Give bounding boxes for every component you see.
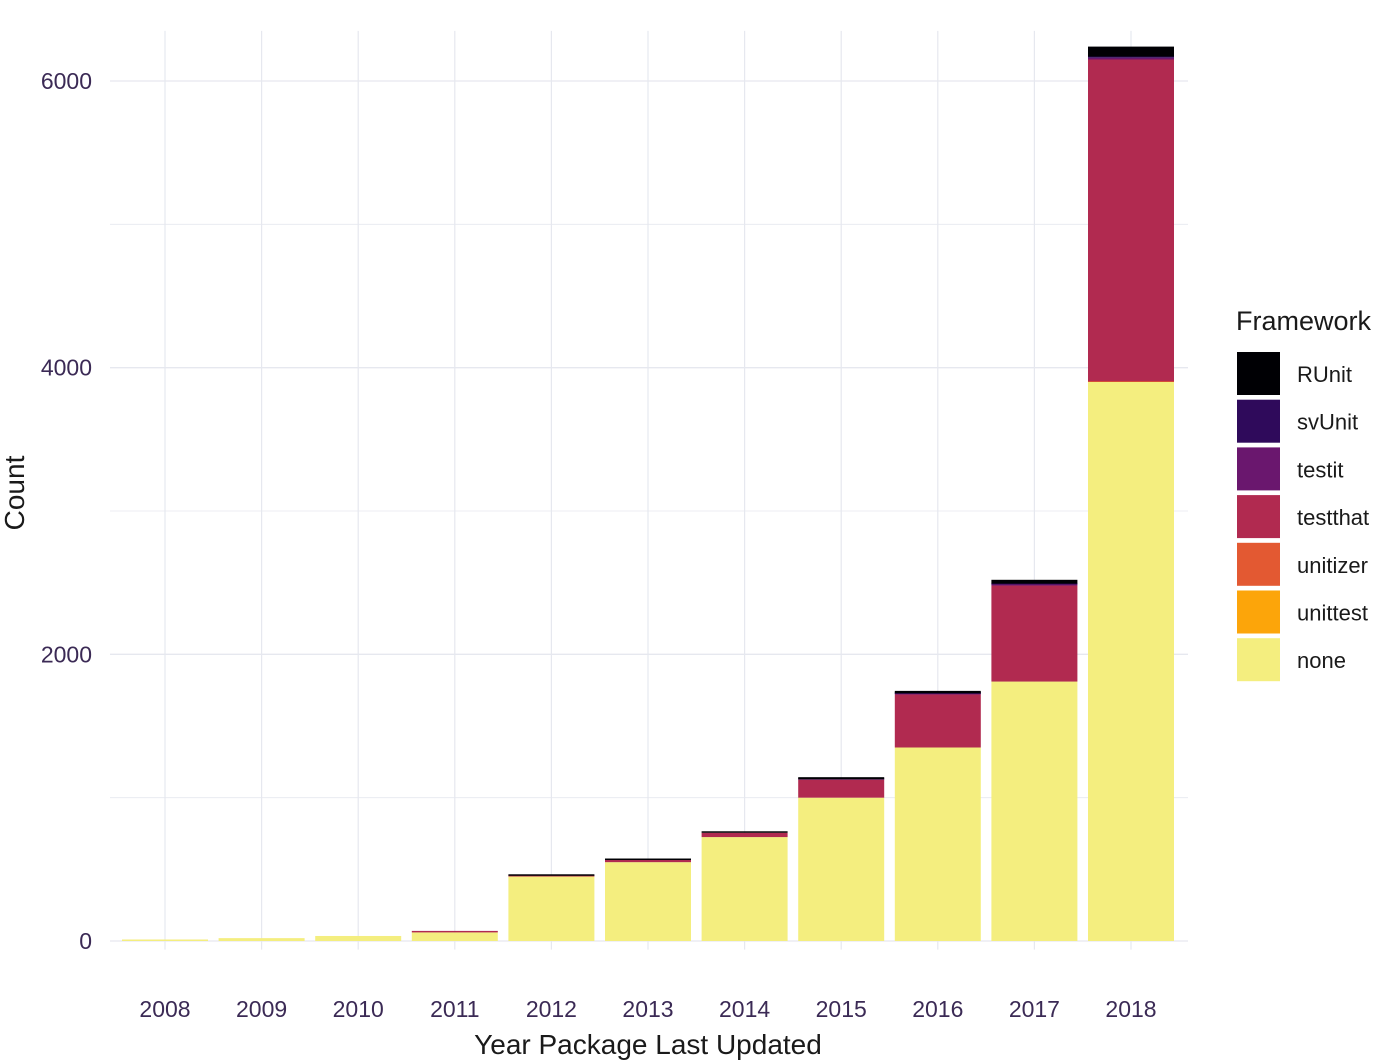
bar-segment-RUnit-2017 — [991, 579, 1078, 584]
legend-label-none: none — [1297, 648, 1346, 673]
bar-segment-RUnit-2015 — [798, 777, 885, 780]
bar-segment-testthat-2017 — [991, 585, 1078, 682]
legend-swatch-testthat — [1237, 495, 1280, 539]
legend-label-testit: testit — [1297, 457, 1343, 482]
bars — [122, 46, 1174, 941]
legend: Framework RUnit svUnit testit testthat uniti… — [1236, 306, 1372, 682]
bar-segment-testthat-2013 — [605, 860, 691, 863]
bar-segment-none-2018 — [1088, 382, 1174, 941]
x-tick-label: 2012 — [526, 996, 577, 1022]
x-tick-label: 2009 — [236, 996, 287, 1022]
bar-segment-RUnit-2012 — [508, 874, 595, 876]
bar-segment-RUnit-2013 — [605, 858, 691, 861]
legend-swatch-unitizer — [1237, 542, 1280, 586]
bar-segment-none-2016 — [894, 747, 981, 941]
bar-segment-none-2013 — [605, 862, 691, 941]
bar-segment-none-2014 — [701, 837, 788, 941]
bar-segment-none-2010 — [315, 935, 402, 941]
x-tick-label: 2011 — [430, 996, 479, 1022]
x-tick-label: 2015 — [816, 996, 867, 1022]
bar-segment-testthat-2015 — [798, 779, 885, 798]
bar-segment-none-2008 — [122, 939, 208, 941]
bar-segment-svUnit-2018 — [1088, 56, 1174, 58]
bar-segment-none-2015 — [798, 797, 885, 941]
x-tick-label: 2014 — [719, 996, 770, 1022]
legend-swatch-RUnit — [1237, 352, 1280, 395]
x-tick-label: 2017 — [1009, 996, 1060, 1022]
legend-label-svUnit: svUnit — [1297, 410, 1358, 435]
legend-swatch-svUnit — [1237, 399, 1280, 443]
legend-label-unittest: unittest — [1297, 601, 1368, 626]
bar-segment-testthat-2014 — [701, 832, 788, 838]
bar-segment-RUnit-2016 — [894, 690, 981, 694]
y-axis-title: Count — [0, 455, 30, 530]
legend-swatch-none — [1237, 638, 1280, 682]
legend-label-unitizer: unitizer — [1297, 553, 1368, 578]
bar-segment-none-2017 — [991, 681, 1078, 941]
y-axis-ticks: 0 2000 4000 6000 — [41, 68, 92, 954]
bar-segment-none-2011 — [411, 932, 498, 941]
bar-segment-testthat-2018 — [1088, 59, 1174, 382]
x-tick-label: 2018 — [1105, 996, 1156, 1022]
bar-segment-testthat-2011 — [411, 930, 498, 933]
x-tick-label: 2013 — [622, 996, 673, 1022]
bar-segment-none-2009 — [218, 938, 305, 941]
y-tick-label: 0 — [79, 928, 92, 954]
y-tick-label: 6000 — [41, 68, 92, 94]
bar-segment-testit-2017 — [991, 584, 1078, 586]
x-axis-ticks: 2008 2009 2010 2011 2012 2013 2014 2015 2016 2017… — [139, 996, 1156, 1022]
legend-title: Framework — [1236, 306, 1372, 336]
legend-label-testthat: testthat — [1297, 505, 1369, 530]
x-axis-title: Year Package Last Updated — [474, 1029, 822, 1060]
bar-segment-testthat-2016 — [894, 694, 981, 748]
bar-segment-RUnit-2014 — [701, 831, 788, 833]
bar-segment-testit-2018 — [1088, 57, 1174, 60]
y-tick-label: 2000 — [41, 641, 92, 667]
x-tick-label: 2008 — [139, 996, 190, 1022]
bar-segment-none-2012 — [508, 876, 595, 941]
x-tick-label: 2016 — [912, 996, 963, 1022]
legend-label-RUnit: RUnit — [1297, 362, 1352, 387]
legend-swatch-testit — [1237, 447, 1280, 491]
bar-segment-RUnit-2018 — [1088, 46, 1174, 57]
x-tick-label: 2010 — [333, 996, 384, 1022]
legend-swatch-unittest — [1237, 590, 1280, 634]
y-tick-label: 4000 — [41, 355, 92, 381]
